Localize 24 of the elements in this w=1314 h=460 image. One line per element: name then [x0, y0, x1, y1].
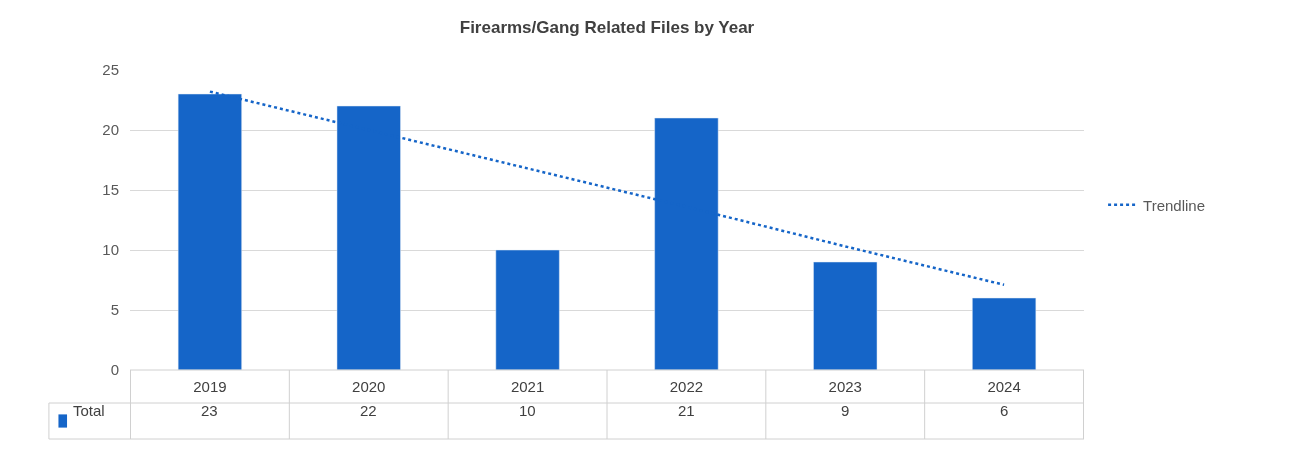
y-tick-label: 0	[110, 361, 119, 379]
data-label: 10	[519, 402, 536, 419]
legend-label: Total	[73, 402, 105, 419]
bar	[495, 249, 560, 370]
x-tick-label: 2019	[193, 378, 227, 395]
x-tick-label: 2020	[352, 378, 386, 395]
bar	[972, 297, 1037, 370]
y-tick-label: 5	[110, 301, 119, 319]
data-label: 22	[360, 402, 377, 419]
x-tick-label: 2023	[828, 378, 862, 395]
legend-label: Trendline	[1143, 196, 1206, 214]
data-label: 6	[1000, 402, 1009, 419]
x-tick-label: 2021	[510, 378, 545, 395]
chart-title: Firearms/Gang Related Files by Year	[459, 17, 755, 37]
bar	[813, 261, 878, 370]
data-label: 23	[201, 402, 218, 419]
x-tick-label: 2024	[987, 378, 1021, 395]
data-label: 21	[678, 402, 695, 419]
y-tick-label: 10	[102, 241, 119, 259]
y-tick-label: 15	[102, 181, 119, 199]
y-tick-label: 20	[102, 121, 119, 139]
x-tick-label: 2022	[669, 378, 704, 395]
y-tick-label: 25	[102, 61, 119, 79]
data-label: 9	[841, 402, 850, 419]
